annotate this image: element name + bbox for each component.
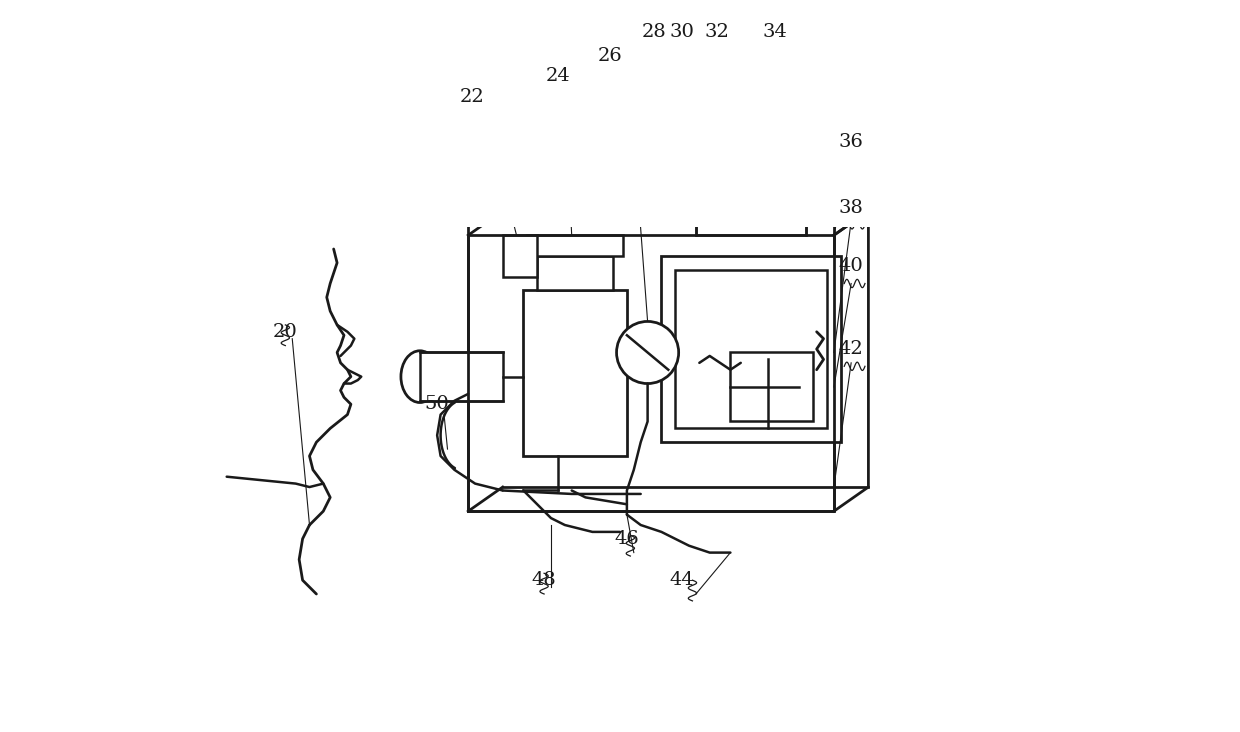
Text: 22: 22 [459, 88, 484, 106]
Text: 34: 34 [763, 23, 787, 41]
Bar [523, 291, 627, 456]
Ellipse shape [401, 351, 439, 403]
Text: 20: 20 [273, 323, 298, 341]
Bar [469, 146, 835, 511]
Bar [676, 269, 827, 428]
Text: 46: 46 [615, 530, 640, 548]
Bar [730, 353, 813, 422]
Text: 38: 38 [838, 198, 863, 217]
Bar [527, 235, 624, 256]
Text: 42: 42 [838, 340, 863, 358]
Text: 30: 30 [670, 23, 694, 41]
Circle shape [616, 321, 678, 384]
Bar [696, 211, 806, 235]
Text: 24: 24 [546, 67, 570, 86]
Text: 32: 32 [704, 23, 729, 41]
Bar [502, 235, 537, 277]
Text: 28: 28 [642, 23, 667, 41]
Bar [420, 353, 502, 401]
Text: 36: 36 [838, 133, 863, 151]
Bar [537, 256, 613, 291]
Text: 26: 26 [598, 47, 622, 65]
Text: 48: 48 [532, 571, 557, 589]
Text: 50: 50 [425, 395, 450, 414]
Text: 40: 40 [838, 257, 863, 275]
Bar [661, 256, 841, 442]
Text: 44: 44 [670, 571, 694, 589]
